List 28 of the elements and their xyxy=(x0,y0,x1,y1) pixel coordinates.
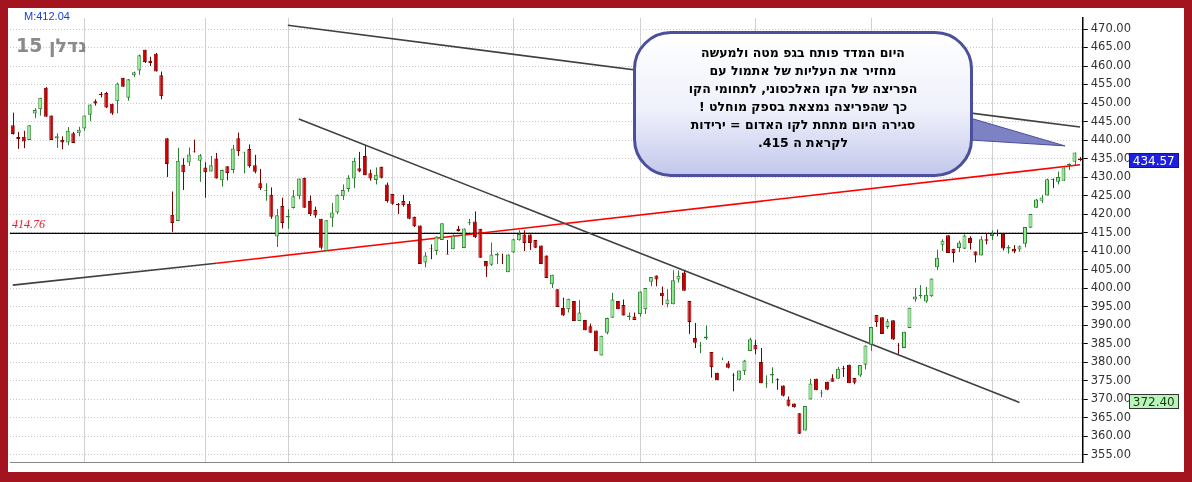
y-tick-label: 380.00 xyxy=(1090,354,1132,369)
y-tick-label: 410.00 xyxy=(1090,243,1132,258)
y-tick-label: 405.00 xyxy=(1090,261,1132,276)
text: נדלן 15 xyxy=(16,34,87,56)
y-tick-label: 465.00 xyxy=(1090,39,1132,54)
y-tick-label: 355.00 xyxy=(1090,446,1132,461)
y-tick-label: 400.00 xyxy=(1090,280,1132,295)
annotation: היום המדד פותח בגפ מטה ולמעשה מחזיר את העליות של אתמול עם הפריצה של הקו האלכסוני, לתחומי הקו כך שהפריצה נמצאת בספק מוחלט ! סגירה היום מתחת לקו האדום = ירידות לקראת ה 415. xyxy=(633,31,973,177)
y-tick-label: 365.00 xyxy=(1090,409,1132,424)
y-tick-label: 445.00 xyxy=(1090,113,1132,128)
y-tick-label: 395.00 xyxy=(1090,298,1132,313)
y-tick-label: 440.00 xyxy=(1090,132,1132,147)
ref-line-label: 414.76 xyxy=(12,216,45,231)
y-tick-label: 430.00 xyxy=(1090,169,1132,184)
y-tick-label: 375.00 xyxy=(1090,372,1132,387)
annotation: M:412.04 xyxy=(24,10,70,22)
y-tick-label: 390.00 xyxy=(1090,317,1132,332)
y-tick-label: 360.00 xyxy=(1090,428,1132,443)
y-tick-label: 415.00 xyxy=(1090,224,1132,239)
y-tick-label: 385.00 xyxy=(1090,335,1132,350)
y-tick-label: 425.00 xyxy=(1090,187,1132,202)
text: 372.40 xyxy=(1132,395,1175,409)
text: 434.57 xyxy=(1132,154,1175,169)
y-tick-label: 455.00 xyxy=(1090,76,1132,91)
y-tick-label: 460.00 xyxy=(1090,58,1132,72)
y-tick-label: 470.00 xyxy=(1090,20,1132,35)
y-tick-label: 420.00 xyxy=(1090,206,1132,221)
y-tick-label: 450.00 xyxy=(1090,95,1132,109)
